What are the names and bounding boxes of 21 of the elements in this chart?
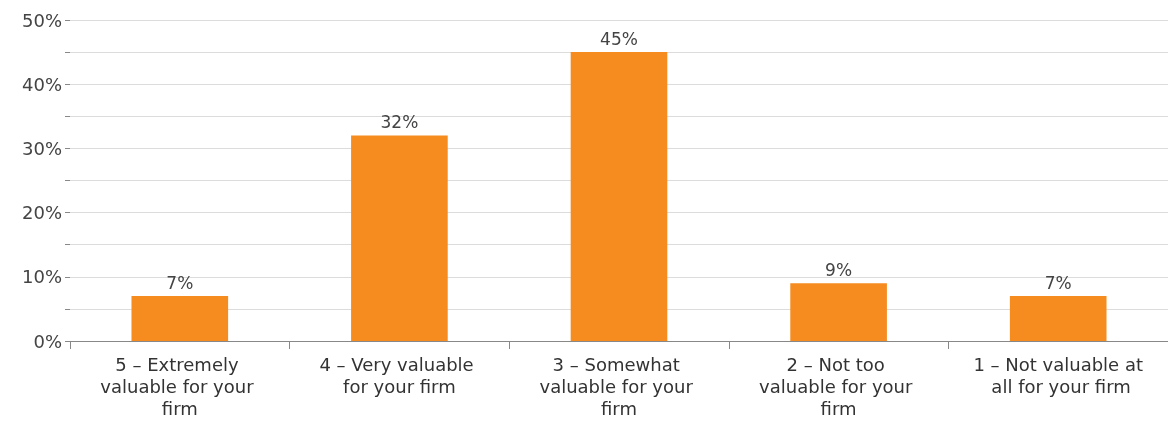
data-label: 7%	[1044, 272, 1072, 293]
x-tick-label: 5 – Extremely valuable for your firm	[100, 353, 260, 419]
bar	[1009, 296, 1107, 341]
data-label: 45%	[600, 28, 638, 49]
data-label: 7%	[166, 272, 194, 293]
data-label: 32%	[380, 112, 419, 133]
y-tick-label: 40%	[21, 73, 62, 95]
bar	[351, 135, 448, 341]
bar	[570, 52, 668, 341]
x-tick-label: 1 – Not valuable at all for your firm	[973, 353, 1143, 397]
y-tick-label: 20%	[21, 202, 62, 224]
bar	[131, 296, 229, 341]
data-label: 9%	[825, 259, 853, 280]
x-tick-label: 4 – Very valuable for your firm	[319, 353, 480, 397]
x-tick-label: 2 – Not too valuable for your firm	[759, 353, 919, 419]
y-tick-label: 10%	[21, 266, 62, 288]
y-tick-label: 0%	[33, 330, 62, 352]
bar	[790, 283, 887, 341]
x-tick-label: 3 – Somewhat valuable for your firm	[539, 353, 699, 419]
y-tick-label: 30%	[21, 137, 62, 159]
y-tick-label: 50%	[21, 9, 62, 31]
